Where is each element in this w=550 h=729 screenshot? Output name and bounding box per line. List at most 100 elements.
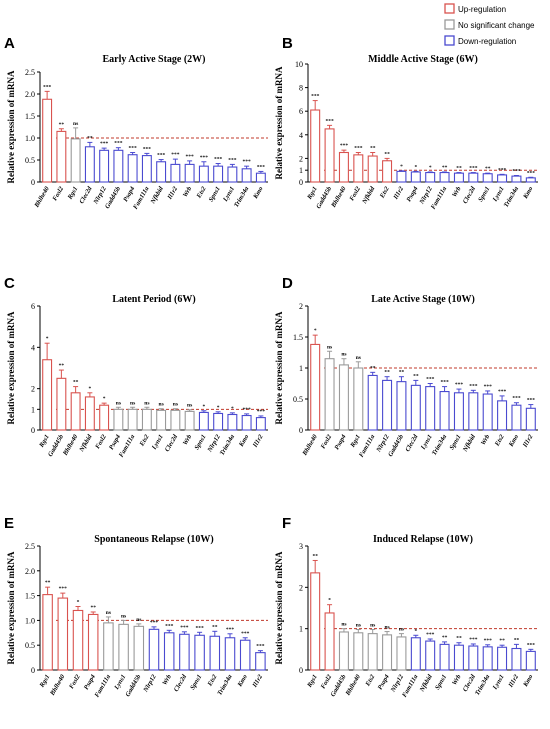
category-label: Gadd45b xyxy=(124,673,143,698)
significance-label: *** xyxy=(484,638,493,644)
significance-label: ns xyxy=(136,617,141,623)
y-axis-label: Relative expression of mRNA xyxy=(6,70,16,184)
y-tick-label: 1 xyxy=(299,364,303,373)
y-tick-label: 4 xyxy=(31,343,35,352)
y-tick-label: 0 xyxy=(299,426,303,435)
significance-label: * xyxy=(314,328,317,334)
panel-letter: A xyxy=(4,35,15,52)
legend-label-ns: No significant change xyxy=(458,21,535,30)
significance-label: * xyxy=(231,406,234,412)
category-label: Rgs1 xyxy=(38,674,51,690)
significance-label: *** xyxy=(226,627,235,633)
bar xyxy=(468,172,479,183)
significance-label: ns xyxy=(144,400,149,406)
category-label: Spns1 xyxy=(477,186,491,204)
chart-panel-f: F Induced Relapse (10W) Relative expressio… xyxy=(274,515,538,699)
significance-label: ** xyxy=(456,166,462,172)
significance-label: *** xyxy=(311,94,320,100)
significance-label: ns xyxy=(116,400,121,406)
category-label: Trim34a xyxy=(431,433,449,457)
bar xyxy=(42,594,53,671)
bar xyxy=(255,417,266,431)
category-label: Wrb xyxy=(480,433,492,447)
significance-label: ns xyxy=(356,622,361,628)
bar xyxy=(338,631,349,671)
category-label: Ets2 xyxy=(138,433,151,448)
significance-label: *** xyxy=(59,586,68,592)
bar xyxy=(241,168,252,183)
significance-label: ** xyxy=(45,580,51,586)
y-tick-label: 0 xyxy=(31,666,35,675)
significance-label: *** xyxy=(469,166,478,172)
significance-label: *** xyxy=(157,153,166,159)
significance-label: ** xyxy=(442,165,448,171)
bar xyxy=(56,130,67,183)
bar xyxy=(170,409,181,431)
legend: Up-regulation No significant change Down… xyxy=(444,3,535,46)
category-label: Il1r2 xyxy=(251,433,265,450)
bar xyxy=(239,639,251,671)
bar xyxy=(70,138,81,183)
bar xyxy=(198,165,209,183)
y-tick-label: 2.0 xyxy=(25,90,35,99)
significance-label: ns xyxy=(121,613,126,619)
significance-label: *** xyxy=(143,146,152,152)
significance-label: ** xyxy=(384,370,390,376)
category-label: Kmo xyxy=(236,673,249,689)
category-label: Clec2d xyxy=(462,185,478,205)
category-label: Fosl2 xyxy=(320,673,334,690)
significance-label: ns xyxy=(159,402,164,408)
category-label: Trim34a xyxy=(474,673,492,697)
y-tick-label: 1 xyxy=(299,166,303,175)
significance-label: ** xyxy=(370,146,376,152)
bar xyxy=(141,155,152,183)
y-tick-label: 2 xyxy=(31,385,35,394)
significance-label: ns xyxy=(327,344,332,350)
y-tick-label: 2 xyxy=(299,583,303,592)
significance-label: *** xyxy=(257,409,266,415)
category-label: Wrb xyxy=(182,433,194,447)
bar xyxy=(525,407,536,431)
y-tick-label: 6 xyxy=(299,107,303,116)
y-tick-label: 0 xyxy=(31,178,35,187)
y-tick-label: 0 xyxy=(31,426,35,435)
y-tick-label: 2.5 xyxy=(25,68,35,77)
bar xyxy=(184,163,195,183)
y-tick-label: 2.0 xyxy=(25,567,35,576)
panel-letter: F xyxy=(282,515,291,532)
significance-label: ** xyxy=(456,636,462,642)
significance-label: *** xyxy=(165,623,174,629)
bar xyxy=(179,633,190,671)
category-label: Fosl2 xyxy=(94,433,108,450)
category-label: Fosl2 xyxy=(320,433,334,450)
bar xyxy=(70,392,81,431)
category-label: Clec2d xyxy=(173,673,189,693)
significance-label: *** xyxy=(426,377,435,383)
significance-label: ** xyxy=(59,363,65,369)
bar xyxy=(99,149,110,183)
category-label: Wrb xyxy=(161,673,173,687)
significance-label: *** xyxy=(200,155,209,161)
significance-label: ** xyxy=(413,373,419,379)
bar xyxy=(310,343,321,431)
significance-label: * xyxy=(328,598,331,604)
bar xyxy=(255,652,266,671)
significance-label: ** xyxy=(485,166,491,172)
bar xyxy=(410,171,421,183)
significance-label: *** xyxy=(340,143,349,149)
category-label: Ets2 xyxy=(195,185,208,200)
significance-label: *** xyxy=(512,169,521,175)
significance-label: * xyxy=(429,165,432,171)
category-label: Nfkbid xyxy=(418,673,434,694)
category-label: Psap4 xyxy=(122,185,137,203)
category-label: Nfkbid xyxy=(361,185,377,206)
y-tick-label: 0.5 xyxy=(25,641,35,650)
significance-label: *** xyxy=(114,141,123,147)
bar xyxy=(227,413,238,431)
significance-label: * xyxy=(400,164,403,170)
panel-letter: E xyxy=(4,515,14,532)
y-axis-label: Relative expression of mRNA xyxy=(274,311,284,425)
category-label: Psap4 xyxy=(108,433,123,451)
significance-label: * xyxy=(217,405,220,411)
